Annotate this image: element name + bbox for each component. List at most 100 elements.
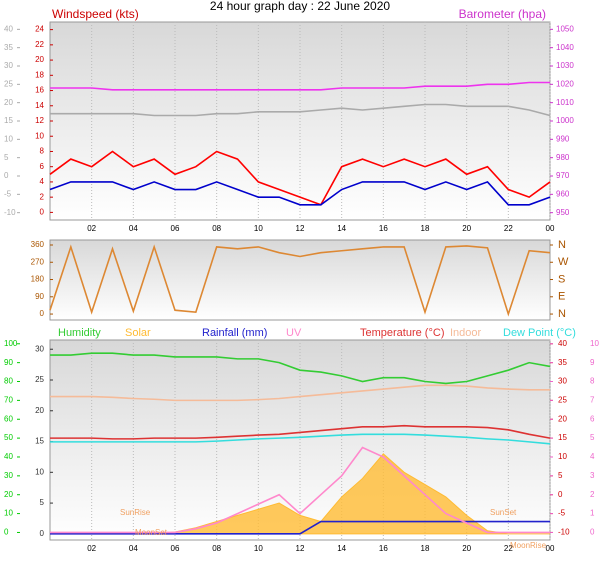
x-tick-label: 16 (379, 224, 388, 233)
y2-tick-label: W (558, 256, 569, 268)
x-tick-label: 04 (129, 224, 138, 233)
y2-tick-label: 25 (558, 395, 567, 404)
y4-tick-label: 8 (590, 377, 595, 386)
line (50, 520, 550, 535)
y2-tick-label: 1040 (556, 43, 574, 52)
y-tick-label: 10 (35, 131, 44, 140)
y-tick-label: 24 (35, 25, 44, 34)
y-tick-label: 4 (40, 177, 45, 186)
y3-tick-label: 25 (35, 375, 44, 384)
annotation: MoonRise (510, 541, 547, 550)
y2-tick-label: 990 (556, 134, 570, 143)
y-tick-label: 2 (40, 192, 45, 201)
y-tick-label: 16 (35, 86, 44, 95)
x-tick-label: 12 (296, 544, 305, 553)
y-tick-label: 0 (40, 207, 45, 216)
y3-tick-label: 15 (4, 116, 13, 125)
y4-tick-label: 7 (590, 395, 595, 404)
line (50, 446, 550, 534)
x-tick-label: 06 (171, 544, 180, 553)
x-tick-label: 14 (337, 544, 346, 553)
legend-entry: Humidity (58, 327, 101, 339)
x-tick-label: 20 (462, 544, 471, 553)
y3-tick-label: 30 (4, 61, 13, 70)
x-tick-label: 08 (212, 224, 221, 233)
x-tick-label: 18 (421, 544, 430, 553)
x-tick-label: 06 (171, 224, 180, 233)
y2-tick-label: N (558, 308, 566, 320)
y-tick-label: 0 (40, 309, 45, 318)
y4-tick-label: 2 (590, 490, 595, 499)
y-axis-label: Windspeed (kts) (52, 7, 139, 21)
y-tick-label: 22 (35, 40, 44, 49)
y3-tick-label: -5 (4, 189, 12, 198)
line (49, 180, 551, 206)
line (50, 81, 550, 91)
y2-tick-label: -5 (558, 509, 566, 518)
y2-tick-label: 950 (556, 208, 570, 217)
x-tick-label: 02 (87, 544, 96, 553)
y2-tick-label: 1030 (556, 61, 574, 70)
x-tick-label: 00 (546, 224, 555, 233)
y-tick-label: 8 (40, 147, 45, 156)
y-tick-label: 80 (4, 377, 13, 386)
y3-tick-label: 40 (4, 24, 13, 33)
line (49, 150, 551, 206)
x-tick-label: 10 (254, 224, 263, 233)
legend-entry: Indoor (450, 327, 482, 339)
y3-tick-label: 20 (35, 406, 44, 415)
x-tick-label: 18 (421, 224, 430, 233)
annotation: SunSet (490, 508, 517, 517)
y4-tick-label: 10 (590, 339, 599, 348)
y-tick-label: 20 (35, 55, 44, 64)
y-tick-label: 50 (4, 433, 13, 442)
legend-entry: Rainfall (mm) (202, 327, 267, 339)
x-tick-label: 08 (212, 544, 221, 553)
x-tick-label: 16 (379, 544, 388, 553)
y2-tick-label: 0 (558, 490, 563, 499)
y4-tick-label: 9 (590, 358, 595, 367)
y2-tick-label: 15 (558, 433, 567, 442)
y4-tick-label: 4 (590, 452, 595, 461)
y3-tick-label: 10 (35, 467, 44, 476)
y-tick-label: 0 (4, 528, 9, 537)
y-tick-label: 70 (4, 395, 13, 404)
y-tick-label: 14 (35, 101, 44, 110)
y2-tick-label: 970 (556, 171, 570, 180)
y3-tick-label: 10 (4, 134, 13, 143)
line (50, 424, 551, 440)
x-tick-label: 22 (504, 544, 513, 553)
y4-tick-label: 5 (590, 433, 595, 442)
y-tick-label: 180 (31, 275, 45, 284)
y4-tick-label: 3 (590, 471, 595, 480)
y2-tick-label: -10 (558, 528, 570, 537)
y3-tick-label: 35 (4, 43, 13, 52)
y4-tick-label: 1 (590, 509, 595, 518)
y2-tick-label: 980 (556, 153, 570, 162)
y2-tick-label: E (558, 291, 565, 303)
x-tick-label: 02 (87, 224, 96, 233)
y-tick-label: 60 (4, 414, 13, 423)
y4-tick-label: 6 (590, 414, 595, 423)
legend-entry: UV (286, 327, 302, 339)
y2-tick-label: N (558, 239, 566, 251)
legend-entry: Temperature (°C) (360, 327, 444, 339)
y2-tick-label: 960 (556, 189, 570, 198)
y2-tick-label: 40 (558, 339, 567, 348)
y-tick-label: 30 (4, 471, 13, 480)
chart-title: 24 hour graph day : 22 June 2020 (210, 0, 390, 13)
y3-tick-label: 25 (4, 79, 13, 88)
y-tick-label: 90 (35, 292, 44, 301)
y3-tick-label: 5 (40, 498, 45, 507)
y-tick-label: 10 (4, 509, 13, 518)
x-tick-label: 04 (129, 544, 138, 553)
line (50, 103, 551, 117)
y-tick-label: 270 (31, 257, 45, 266)
line (50, 384, 550, 402)
line (50, 352, 551, 385)
y3-tick-label: 15 (35, 437, 44, 446)
y-tick-label: 40 (4, 452, 13, 461)
y-tick-label: 360 (31, 240, 45, 249)
x-tick-label: 12 (296, 224, 305, 233)
y3-tick-label: -10 (4, 208, 16, 217)
